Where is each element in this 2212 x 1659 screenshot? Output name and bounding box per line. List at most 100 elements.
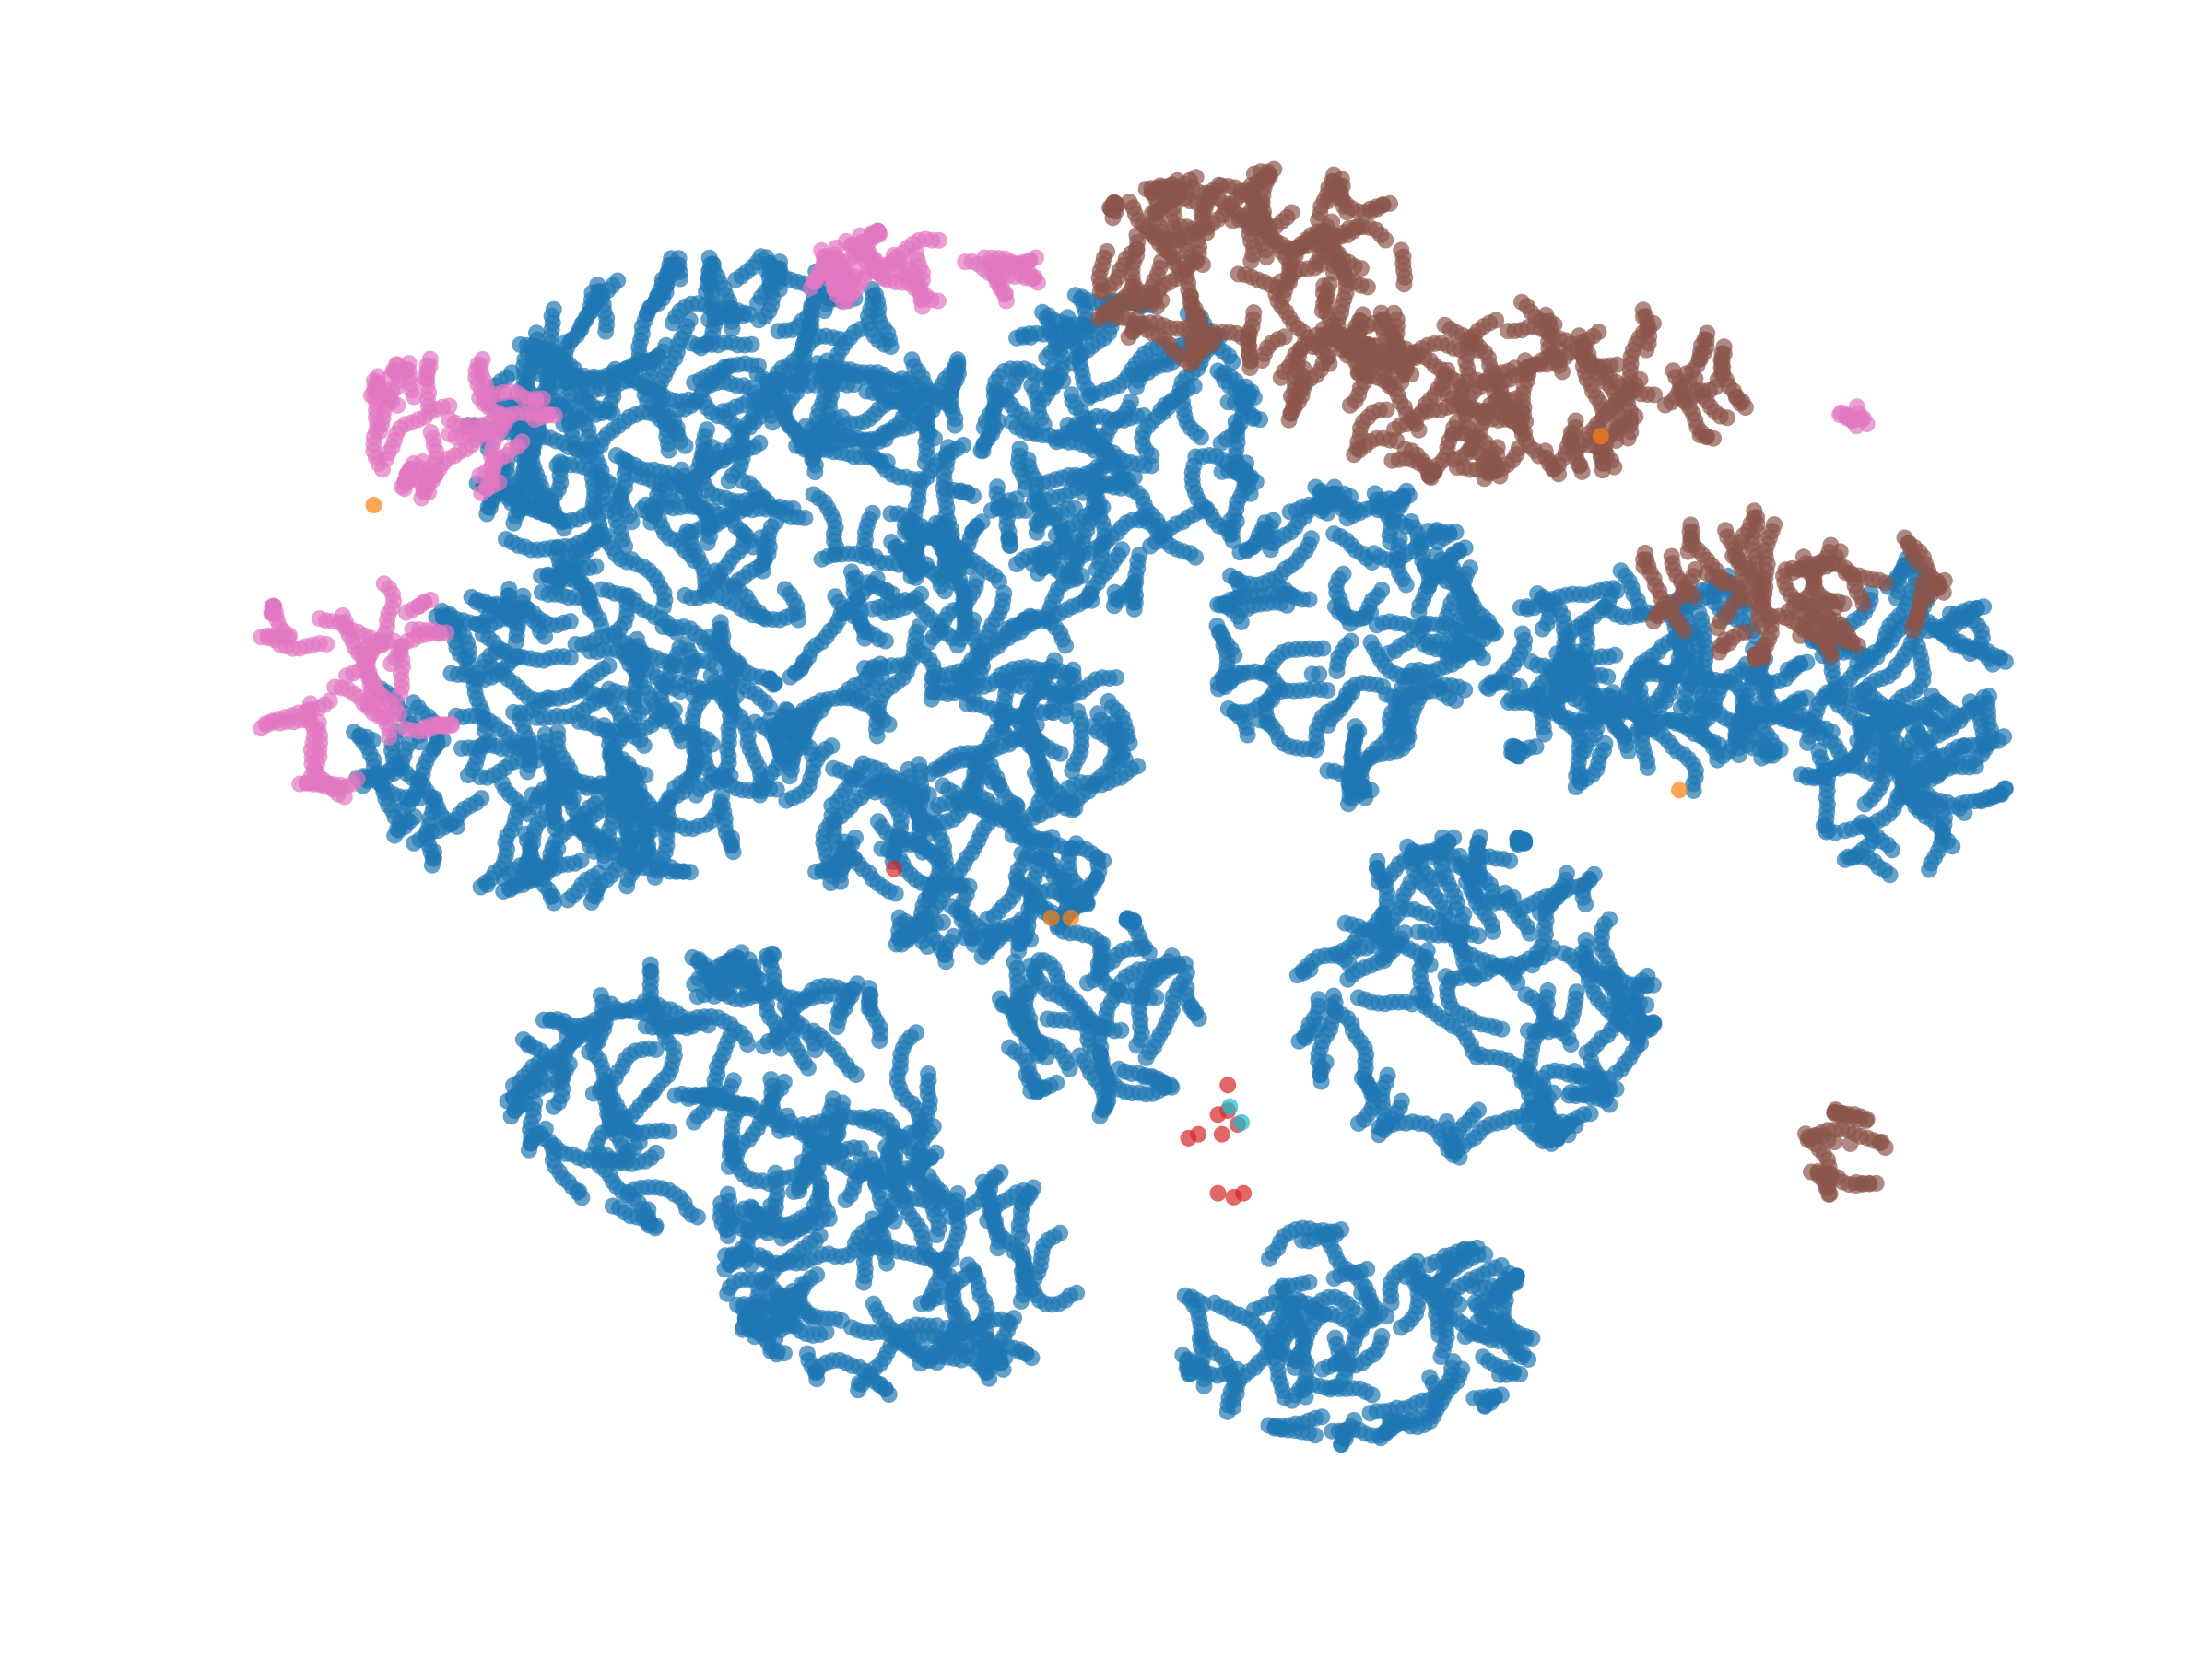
scatter-point-s0-3590 (1066, 799, 1084, 817)
scatter-point-s0-3255 (988, 631, 1006, 649)
scatter-point-s0-4923 (1429, 522, 1445, 539)
scatter-point-s0-3086 (868, 727, 886, 745)
scatter-point-s0-806 (623, 551, 641, 569)
scatter-point-s0-4817 (1391, 530, 1408, 547)
scatter-point-s0-4362 (1209, 362, 1227, 380)
scatter-point-s0-4586 (1239, 726, 1256, 744)
scatter-point-s0-3745 (1057, 637, 1075, 654)
scatter-point-s0-2830 (887, 885, 904, 902)
scatter-point-s0-1406 (557, 334, 574, 351)
scatter-point-s0-3665 (1044, 704, 1062, 722)
scatter-point-s0-3425 (873, 668, 890, 686)
scatter-point-s0-3715 (1100, 692, 1117, 710)
scatter-point-s0-502 (955, 437, 972, 453)
scatter-point-s0-1477 (701, 376, 719, 394)
scatter-point-s0-1240 (687, 392, 704, 409)
scatter-point-s0-4372 (1030, 491, 1047, 508)
scatter-point-s0-427 (942, 397, 959, 415)
scatter-point-s0-3764 (937, 865, 955, 883)
scatter-point-s0-2352 (533, 583, 550, 601)
scatter-point-s0-1023 (776, 581, 794, 598)
scatter-point-s0-3629 (1007, 796, 1025, 813)
scatter-point-s0-880 (752, 248, 770, 265)
scatter-point-s0-1197 (700, 587, 717, 605)
scatter-point-s0-1766 (425, 843, 442, 861)
scatter-point-s0-4647 (1262, 541, 1279, 559)
scatter-point-s0-847 (925, 429, 943, 447)
scatter-point-s0-4415 (1079, 390, 1097, 407)
scatter-point-s0-2162 (544, 888, 561, 905)
scatter-point-s0-2377 (724, 830, 741, 847)
scatter-point-s0-94 (947, 417, 964, 434)
scatter-point-s0-727 (720, 473, 737, 490)
scatter-point-s0-3681 (948, 637, 966, 654)
scatter-point-s0-533 (768, 513, 784, 531)
scatter-point-s0-2292 (519, 763, 536, 781)
scatter-point-s0-2941 (1067, 835, 1085, 853)
scatter-point-s0-1802 (364, 732, 382, 749)
scatter-point-s0-2516 (622, 841, 640, 859)
scatter-point-s0-4498 (1319, 762, 1336, 780)
points-layer (253, 160, 2014, 1453)
scatter-point-s0-4980 (1427, 567, 1444, 584)
scatter-point-s0-2627 (1108, 669, 1125, 687)
scatter-point-s0-1469 (600, 369, 618, 386)
scatter-point-s0-1158 (564, 564, 582, 582)
scatter-point-s0-4305 (1103, 454, 1120, 471)
scatter-point-s0-2091 (685, 687, 702, 704)
scatter-point-s0-1333 (833, 408, 851, 426)
scatter-point-s0-3993 (1082, 586, 1100, 604)
scatter-point-s0-4257 (1115, 471, 1133, 488)
scatter-point-s0-3191 (995, 584, 1013, 602)
scatter-point-s0-4340 (1094, 499, 1112, 516)
scatter-point-s0-3870 (1000, 530, 1018, 547)
scatter-point-s0-2409 (536, 628, 554, 645)
scatter-point-s0-4565 (1265, 512, 1282, 529)
scatter-point-s0-4833 (1283, 586, 1300, 604)
scatter-point-s0-1253 (877, 430, 894, 448)
scatter-point-s0-4783 (1314, 640, 1332, 657)
scatter-point-s0-3442 (848, 691, 865, 709)
scatter-point-s0-4440 (1162, 394, 1180, 410)
scatter-point-s0-3643 (1011, 727, 1029, 745)
scatter-point-s0-1017 (749, 295, 767, 312)
scatter-point-s0-4673 (1328, 663, 1346, 679)
scatter-point-s0-831 (916, 453, 934, 471)
scatter-point-s0-2340 (548, 815, 566, 832)
scatter-point-s0-3613 (989, 706, 1006, 724)
scatter-point-s0-2599 (626, 691, 642, 709)
scatter-point-s0-694 (806, 464, 824, 480)
scatter-point-s0-4933 (1301, 740, 1319, 758)
scatter-point-s0-3323 (869, 813, 887, 830)
scatter-point-s0-1463 (858, 443, 876, 460)
scatter-point-s0-273 (498, 531, 514, 547)
scatter-point-s0-2235 (564, 790, 582, 807)
scatter-point-s0-2149 (585, 842, 603, 860)
scatter-point-s0-576 (683, 335, 700, 352)
scatter-point-s0-2192 (760, 670, 778, 688)
scatter-point-s0-2328 (571, 712, 588, 730)
scatter-point-s0-3552 (935, 676, 952, 693)
scatter-point-s0-104 (882, 505, 900, 523)
scatter-point-s0-3484 (914, 843, 932, 861)
scatter-point-s0-4448 (1187, 448, 1205, 465)
scatter-point-s0-4143 (1054, 372, 1072, 390)
scatter-point-s0-3211 (890, 909, 908, 926)
scatter-point-s0-2045 (549, 724, 566, 741)
scatter-point-s0-3969 (1131, 547, 1148, 563)
scatter-point-s0-1005 (700, 311, 718, 328)
scatter-point-s0-2312 (398, 811, 416, 829)
scatter-point-s0-3707 (936, 582, 954, 600)
scatter-point-s0-3727 (1129, 758, 1147, 775)
scatter-point-s0-4400 (1086, 441, 1103, 459)
scatter-point-s0-3736 (1019, 699, 1037, 716)
scatter-point-s0-745 (749, 357, 767, 374)
scatter-point-s0-2564 (473, 790, 490, 807)
scatter-point-s0-1121 (698, 283, 715, 300)
scatter-point-s0-1499 (583, 284, 601, 301)
scatter-point-s0-616 (735, 524, 752, 542)
scatter-point-s0-414 (750, 490, 768, 508)
scatter-point-s0-1431 (712, 442, 729, 460)
